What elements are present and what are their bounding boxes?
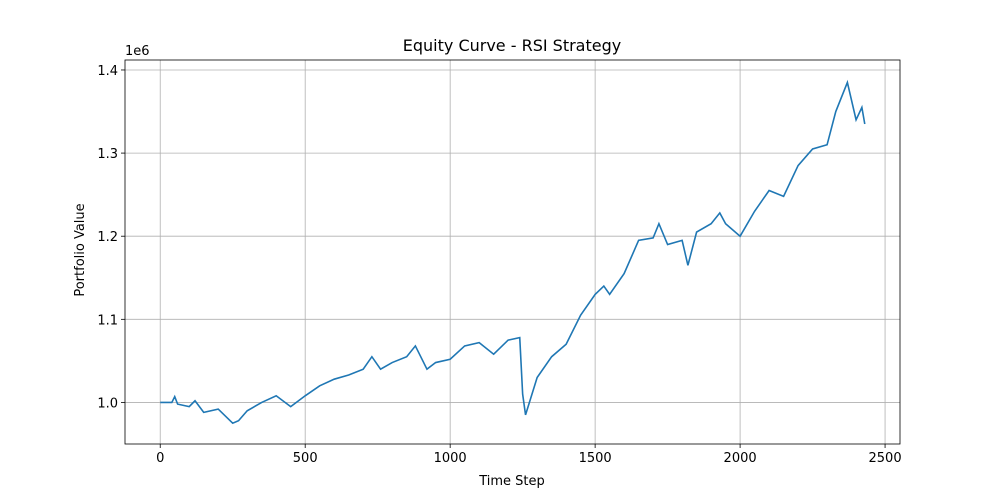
plot-frame — [124, 59, 901, 445]
line-series — [160, 79, 866, 425]
chart-title: Equity Curve - RSI Strategy — [403, 36, 621, 55]
y-tick-label: 1.4 — [97, 64, 118, 79]
y-tick-label: 1.2 — [97, 230, 118, 245]
x-tick-label: 1000 — [434, 451, 467, 466]
x-axis-label: Time Step — [478, 474, 545, 489]
x-tick-label: 2500 — [869, 451, 902, 466]
x-tick-label: 500 — [293, 451, 318, 466]
y-tick-label: 1.3 — [97, 147, 118, 162]
x-tick-label: 0 — [156, 451, 164, 466]
y-offset-label: 1e6 — [125, 44, 150, 59]
x-tick-label: 1500 — [579, 451, 612, 466]
y-tick-label: 1.0 — [97, 396, 118, 411]
y-axis-label: Portfolio Value — [73, 203, 88, 296]
x-tick-label: 2000 — [724, 451, 757, 466]
y-tick-label: 1.1 — [97, 313, 118, 328]
